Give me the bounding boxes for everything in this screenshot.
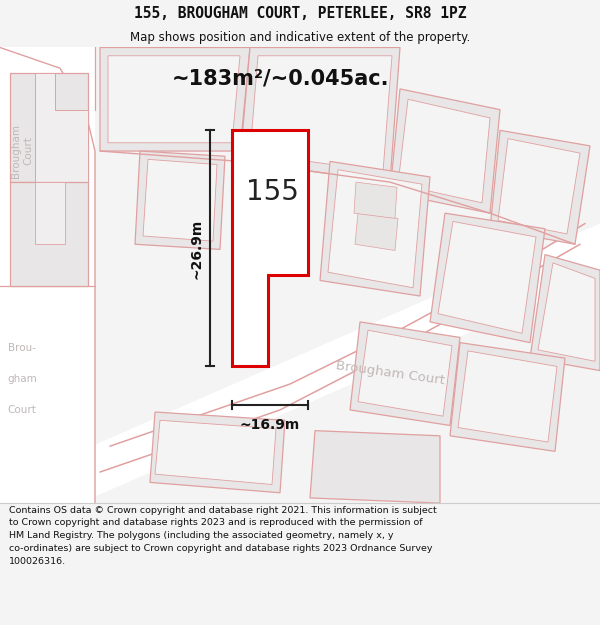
Polygon shape — [438, 221, 536, 333]
Text: Court: Court — [8, 405, 37, 415]
Text: Contains OS data © Crown copyright and database right 2021. This information is : Contains OS data © Crown copyright and d… — [9, 506, 437, 566]
Polygon shape — [35, 73, 88, 182]
Text: gham: gham — [7, 374, 37, 384]
Text: 155, BROUGHAM COURT, PETERLEE, SR8 1PZ: 155, BROUGHAM COURT, PETERLEE, SR8 1PZ — [134, 6, 466, 21]
Polygon shape — [458, 351, 557, 442]
Polygon shape — [240, 48, 400, 182]
Polygon shape — [10, 73, 88, 182]
Text: ~16.9m: ~16.9m — [240, 419, 300, 432]
Polygon shape — [10, 182, 88, 286]
Polygon shape — [490, 131, 590, 244]
Polygon shape — [358, 330, 452, 416]
Polygon shape — [0, 48, 95, 503]
Polygon shape — [0, 224, 600, 503]
Polygon shape — [320, 161, 430, 296]
Polygon shape — [450, 342, 565, 451]
Polygon shape — [350, 322, 460, 426]
Polygon shape — [538, 263, 595, 361]
Polygon shape — [354, 182, 397, 218]
Polygon shape — [143, 159, 217, 241]
Polygon shape — [530, 254, 600, 371]
Polygon shape — [328, 170, 422, 288]
Text: Brougham
Court: Brougham Court — [11, 124, 33, 178]
Text: ~26.9m: ~26.9m — [189, 218, 203, 279]
Text: ~183m²/~0.045ac.: ~183m²/~0.045ac. — [171, 69, 389, 89]
Text: Map shows position and indicative extent of the property.: Map shows position and indicative extent… — [130, 31, 470, 44]
Polygon shape — [100, 48, 250, 151]
Polygon shape — [398, 99, 490, 203]
Polygon shape — [35, 182, 65, 244]
Polygon shape — [155, 420, 276, 484]
Polygon shape — [390, 89, 500, 213]
Polygon shape — [310, 431, 440, 503]
Polygon shape — [135, 151, 225, 249]
Polygon shape — [498, 139, 580, 234]
Text: Brougham Court: Brougham Court — [335, 359, 445, 388]
Polygon shape — [430, 213, 545, 342]
Text: 155: 155 — [245, 179, 298, 206]
Polygon shape — [108, 56, 240, 142]
Polygon shape — [355, 213, 398, 251]
Polygon shape — [250, 56, 392, 172]
Polygon shape — [232, 131, 308, 366]
Polygon shape — [150, 412, 285, 492]
Text: Brou-: Brou- — [8, 342, 36, 352]
